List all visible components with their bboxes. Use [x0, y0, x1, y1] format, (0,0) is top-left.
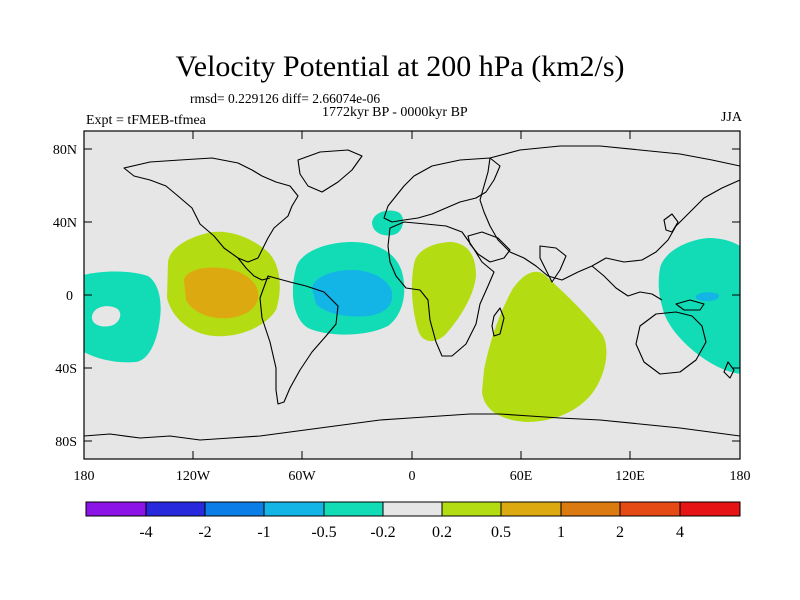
coast-southeast-asia [591, 265, 663, 301]
colorbar-box-10 [619, 501, 681, 517]
anomaly-east-pacific-0-5 [184, 267, 259, 319]
lon-label: 60W [288, 469, 316, 484]
colorbar-box-9 [560, 501, 621, 517]
lat-label: 80N [53, 143, 77, 158]
lat-label: 80S [55, 435, 77, 450]
colorbar-label: -1 [257, 524, 270, 541]
coast-new-guinea [675, 299, 705, 311]
coast-europe [383, 157, 501, 223]
latitude-ticks [84, 148, 740, 442]
colorbar-label: 0.5 [491, 524, 511, 541]
colorbar-box-7 [441, 501, 502, 517]
anomaly-europe-neg [372, 210, 404, 236]
period-subtitle: 1772kyr BP - 0000kyr BP [322, 105, 468, 120]
colorbar-box-6 [382, 501, 443, 517]
colorbar-label: -0.5 [311, 524, 336, 541]
coast-australia [635, 311, 707, 375]
anomaly-central-pacific-neg [84, 271, 161, 363]
latitude-labels: 80N 40N 0 40S 80S [53, 143, 77, 450]
colorbar-box-2 [145, 501, 206, 517]
map-title: Velocity Potential at 200 hPa (km2/s) [175, 50, 625, 83]
coast-japan [663, 213, 679, 233]
colorbar-box-11 [679, 501, 741, 517]
colorbar-box-5 [323, 501, 384, 517]
lon-label: 120E [615, 469, 645, 484]
colorbar-label: -0.2 [370, 524, 395, 541]
colorbar-label: 2 [616, 524, 624, 541]
colorbar-labels: -4 -2 -1 -0.5 -0.2 0.2 0.5 1 2 4 [139, 524, 684, 541]
coast-antarctica [84, 413, 740, 441]
anomaly-africa-0-2 [411, 242, 476, 342]
anomaly-indian-ocean-0-2 [482, 271, 607, 422]
lat-label: 40N [53, 216, 77, 231]
longitude-labels: 180 120W 60W 0 60E 120E 180 [74, 469, 751, 484]
colorbar-box-8 [500, 501, 562, 517]
lon-label: 60E [510, 469, 533, 484]
coast-central-america [237, 257, 271, 281]
lon-label: 180 [74, 469, 95, 484]
longitude-ticks [83, 131, 741, 459]
anomaly-central-pacific-hole [91, 306, 121, 327]
lon-label: 0 [409, 469, 416, 484]
colorbar-label: 1 [557, 524, 565, 541]
lat-label: 0 [66, 289, 73, 304]
colorbar-label: 0.2 [432, 524, 452, 541]
contour-fields [84, 210, 740, 422]
coast-india [539, 245, 567, 283]
anomaly-west-pacific-neg-1 [695, 292, 720, 302]
colorbar-label: -4 [139, 524, 152, 541]
season-label: JJA [720, 110, 742, 125]
coast-arabia [467, 231, 511, 263]
colorbar-box-3 [204, 501, 265, 517]
coastlines [84, 145, 740, 441]
colorbar-label: 4 [676, 524, 684, 541]
colorbar-label: -2 [198, 524, 211, 541]
stats-subtitle: rmsd= 0.229126 diff= 2.66074e-06 [190, 91, 381, 106]
coast-north-america [123, 157, 299, 263]
coast-greenland [297, 149, 363, 193]
anomaly-atlantic-neg-1 [312, 270, 393, 317]
coast-africa [387, 221, 495, 357]
experiment-label: Expt = tFMEB-tfmea [86, 113, 206, 128]
coast-new-zealand [723, 361, 735, 379]
lon-label: 180 [730, 469, 751, 484]
coast-madagascar [491, 307, 505, 337]
colorbar-box-1 [85, 501, 147, 517]
coast-south-america [259, 275, 339, 405]
coast-asia [479, 145, 740, 281]
lat-label: 40S [55, 362, 77, 377]
lon-label: 120W [176, 469, 211, 484]
anomaly-west-pacific-neg-0-2 [658, 238, 740, 374]
colorbar-box-4 [263, 501, 325, 517]
colorbar [85, 501, 741, 517]
